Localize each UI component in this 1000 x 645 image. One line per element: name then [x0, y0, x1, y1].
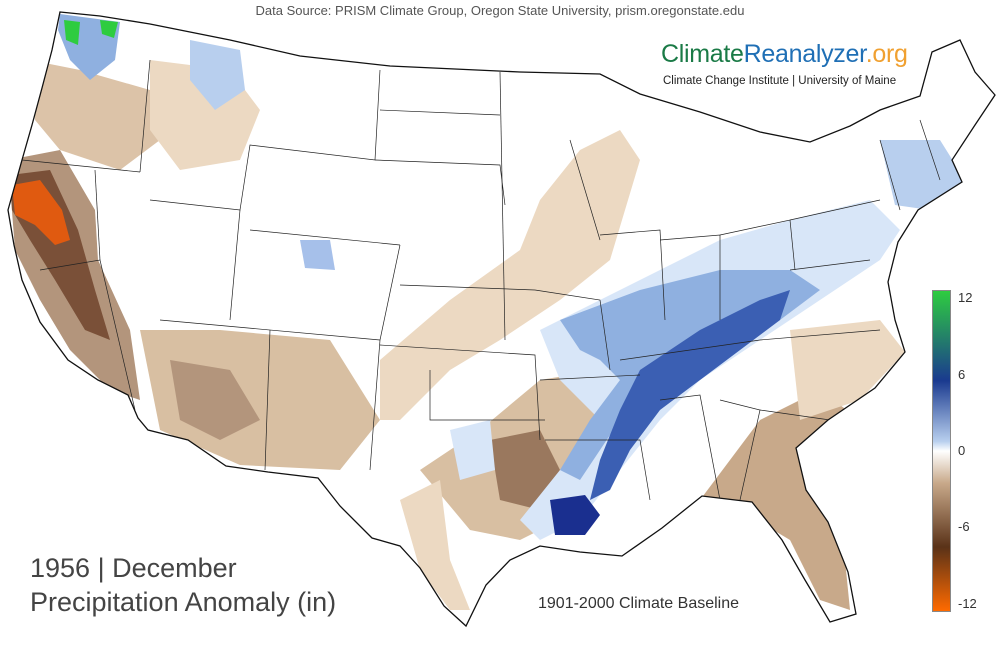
- louisiana-wet-max: [550, 495, 600, 535]
- arizona-dry-dark: [170, 360, 260, 440]
- state-borders: [21, 59, 941, 501]
- legend-tick-0: 0: [958, 443, 966, 458]
- oregon-dry: [30, 60, 160, 170]
- title-line-date: 1956 | December: [30, 553, 237, 583]
- carolinas-dry: [790, 320, 905, 420]
- logo-part-reanalyzer: Reanalyzer: [743, 40, 866, 68]
- logo-part-climate: Climate: [661, 40, 744, 68]
- brand-subtitle: Climate Change Institute | University of…: [663, 75, 897, 87]
- rockies-wet: [190, 40, 245, 110]
- washington-very-wet-2: [100, 20, 118, 38]
- legend-tick-minus-12: -12: [958, 596, 977, 611]
- washington-very-wet: [64, 20, 80, 45]
- colorado-wet: [300, 240, 335, 270]
- plains-dry: [380, 130, 640, 420]
- legend-colorbar: [932, 290, 951, 612]
- map-title: 1956 | December Precipitation Anomaly (i…: [30, 551, 336, 619]
- california-strong-dry: [12, 180, 70, 245]
- tennessee-wet-dark: [590, 290, 790, 500]
- title-line-variable: Precipitation Anomaly (in): [30, 587, 337, 617]
- climate-reanalyzer-logo: ClimateReanalyzer.org: [661, 40, 908, 69]
- new-england-wet: [880, 140, 965, 210]
- south-texas-wet: [450, 420, 495, 480]
- legend-tick-minus-6: -6: [958, 519, 970, 534]
- anomaly-fields: [8, 14, 965, 610]
- baseline-label: 1901-2000 Climate Baseline: [538, 595, 740, 612]
- logo-part-org: .org: [865, 40, 908, 68]
- west-texas-dry: [400, 480, 470, 610]
- data-source-text: Data Source: PRISM Climate Group, Oregon…: [255, 3, 745, 18]
- legend-tick-6: 6: [958, 367, 966, 382]
- east-texas-dry-dark: [490, 430, 560, 510]
- legend-tick-12: 12: [958, 290, 973, 305]
